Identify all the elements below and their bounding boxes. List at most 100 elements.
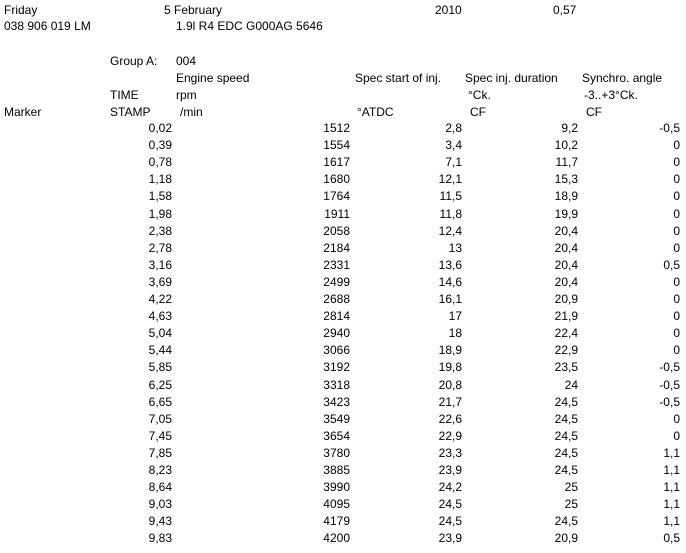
cell-time: 8,23 [148,463,172,477]
cell-time: 3,69 [148,274,172,289]
cell-synchro-angle: 0 [673,326,680,341]
cell-start-of-injection: 16,1 [438,292,462,306]
group-label: Group A: [110,54,158,68]
cell-time: 9,03 [148,497,172,512]
cell-start-of-injection: 23,9 [438,531,462,546]
cell-start-of-injection: 24,2 [438,480,462,495]
cell-engine-speed: 1680 [323,172,350,187]
col-start-line1: Spec start of inj. [355,71,442,85]
cell-time: 7,85 [148,445,172,460]
cell-start-of-injection: 19,8 [438,360,462,375]
cell-synchro-angle: 0 [673,155,680,170]
cell-time: 2,78 [148,240,172,255]
col-speed-line3: /min [180,105,203,119]
cell-synchro-angle: 0,5 [663,257,680,272]
cell-start-of-injection: 20,8 [438,377,462,392]
cell-time: 8,64 [148,480,172,495]
cell-synchro-angle: 0 [673,428,680,443]
cell-start-of-injection: 2,8 [445,121,462,135]
table-row: 6,65 3423 21,7 24,5 -0,5 [0,395,686,412]
header-year: 2010 [435,3,462,17]
cell-start-of-injection: 11,5 [439,189,462,204]
cell-engine-speed: 3066 [323,343,350,358]
header-engine: 1.9l R4 EDC G000AG 5646 [176,19,323,33]
cell-injection-duration: 22,9 [554,343,578,358]
cell-start-of-injection: 7,1 [445,155,462,170]
cell-start-of-injection: 22,9 [438,428,462,443]
cell-start-of-injection: 17 [448,309,462,324]
cell-synchro-angle: 0 [673,138,680,153]
cell-injection-duration: 24,5 [554,411,578,426]
cell-synchro-angle: 1,1 [663,497,680,512]
cell-injection-duration: 19,9 [554,206,578,221]
table-row: 8,64 3990 24,2 25 1,1 [0,480,686,497]
cell-time: 1,18 [148,172,172,187]
col-speed-line2: rpm [176,88,197,102]
cell-engine-speed: 3654 [323,428,350,443]
cell-engine-speed: 3780 [323,445,350,460]
cell-injection-duration: 24,5 [554,445,578,460]
cell-time: 7,05 [148,411,172,426]
cell-synchro-angle: 1,1 [663,514,680,529]
col-marker: Marker [4,105,42,119]
cell-engine-speed: 1512 [323,121,350,135]
cell-injection-duration: 24,5 [554,428,578,443]
header-date: 5 February [164,3,223,17]
col-synchro-line2: -3..+3°Ck. [584,88,638,102]
cell-synchro-angle: 0 [673,189,680,204]
cell-injection-duration: 15,3 [554,172,578,187]
cell-synchro-angle: 1,1 [663,445,680,460]
table-row: 9,83 4200 23,9 20,9 0,5 [0,531,686,548]
cell-start-of-injection: 24,5 [438,514,462,529]
cell-synchro-angle: -0,5 [659,360,680,375]
cell-synchro-angle: -0,5 [659,377,680,392]
table-row: 1,98 1911 11,8 19,9 0 [0,207,686,224]
group-number: 004 [176,54,197,68]
cell-start-of-injection: 22,6 [438,411,462,426]
cell-time: 0,02 [148,121,172,135]
cell-engine-speed: 2814 [323,309,350,324]
cell-engine-speed: 2184 [323,240,350,255]
cell-synchro-angle: 0 [673,411,680,426]
cell-synchro-angle: 0 [673,172,680,187]
table-row: 4,22 2688 16,1 20,9 0 [0,292,686,309]
table-row: 9,03 4095 24,5 25 1,1 [0,497,686,514]
table-row: 9,43 4179 24,5 24,5 1,1 [0,514,686,531]
table-row: 1,18 1680 12,1 15,3 0 [0,172,686,189]
cell-synchro-angle: 0 [673,292,680,306]
table-row: 0,02 1512 2,8 9,2 -0,5 [0,121,686,138]
cell-time: 6,25 [148,377,172,392]
table-row: 7,45 3654 22,9 24,5 0 [0,429,686,446]
table-row: 5,44 3066 18,9 22,9 0 [0,343,686,360]
cell-synchro-angle: 0 [673,343,680,358]
cell-injection-duration: 9,2 [561,121,578,135]
cell-synchro-angle: -0,5 [659,121,680,135]
cell-time: 3,16 [148,257,172,272]
cell-injection-duration: 20,4 [554,240,578,255]
cell-time: 6,65 [148,394,172,409]
cell-synchro-angle: 0 [673,309,680,324]
cell-start-of-injection: 12,4 [438,223,462,238]
cell-start-of-injection: 14,6 [438,274,462,289]
cell-injection-duration: 11,7 [555,155,578,170]
cell-start-of-injection: 11,8 [439,206,462,221]
cell-engine-speed: 4095 [323,497,350,512]
cell-time: 4,22 [148,292,172,306]
table-row: 1,58 1764 11,5 18,9 0 [0,189,686,206]
table-row: 5,85 3192 19,8 23,5 -0,5 [0,360,686,377]
cell-time: 0,39 [148,138,172,153]
cell-time: 1,58 [148,189,172,204]
cell-injection-duration: 20,4 [554,257,578,272]
cell-injection-duration: 18,9 [554,189,578,204]
table-row: 2,78 2184 13 20,4 0 [0,241,686,258]
table-row: 6,25 3318 20,8 24 -0,5 [0,378,686,395]
cell-engine-speed: 1554 [323,138,350,153]
col-synchro-line3: CF [586,105,602,119]
cell-injection-duration: 24,5 [554,463,578,477]
table-row: 8,23 3885 23,9 24,5 1,1 [0,463,686,480]
cell-engine-speed: 3549 [323,411,350,426]
cell-start-of-injection: 24,5 [438,497,462,512]
table-row: 0,39 1554 3,4 10,2 0 [0,138,686,155]
col-time-line1: TIME [110,88,139,102]
cell-engine-speed: 1617 [323,155,350,170]
